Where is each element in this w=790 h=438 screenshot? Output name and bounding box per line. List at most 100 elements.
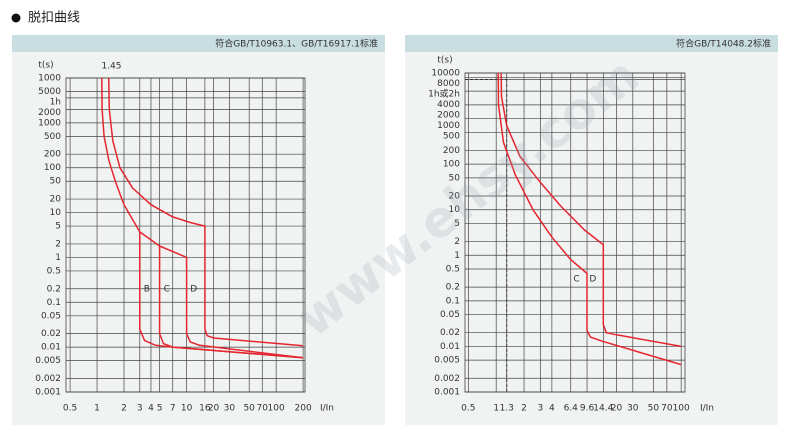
x-tick-label: 9.6 [580,404,595,414]
y-tick-label: 2 [55,239,61,249]
y-tick-label: 0.2 [446,283,460,293]
y-tick-label: 2000 [38,108,61,118]
y-axis-label: t(s) [38,61,53,71]
y-tick-label: 200 [44,150,61,160]
y-tick-label: 0.2 [47,284,61,294]
curve [107,77,304,347]
y-tick-label: 0.01 [41,343,61,353]
annotation: 1.45 [101,62,121,72]
y-tick-label: 0.002 [35,374,61,384]
x-tick-label: 50 [243,404,255,414]
x-tick-label: 30 [224,404,236,414]
y-tick-label: 10000 [431,69,460,79]
bullet [11,13,21,23]
y-tick-label: 0.02 [440,328,460,338]
y-tick-label: 5 [55,222,61,232]
curve [500,72,682,348]
x-tick-label: 50 [648,404,660,414]
y-tick-label: 1000 [38,74,61,84]
y-tick-label: 50 [50,177,62,187]
curve [497,72,682,366]
y-tick-label: 0.5 [47,266,61,276]
x-tick-label: 2 [521,404,527,414]
y-tick-label: 0.5 [446,265,460,275]
x-tick-label: 0.5 [63,404,77,414]
y-tick-label: 0.002 [434,374,460,384]
y-tick-label: 20 [449,191,461,201]
y-tick-label: 0.05 [41,311,61,321]
x-tick-label: 14.4 [593,404,613,414]
curve-label: D [190,284,197,294]
x-tick-label: 0.5 [461,404,475,414]
y-tick-label: 0.001 [434,388,460,398]
y-tick-label: 1h [50,98,61,108]
x-tick-label: 1 [94,404,100,414]
y-tick-label: 10 [50,208,62,218]
y-tick-label: 100 [44,163,61,173]
curve [101,77,141,233]
y-tick-label: 10 [449,205,461,215]
y-tick-label: 5000 [38,87,61,97]
x-tick-label: 70 [661,404,673,414]
x-tick-label: 3 [137,404,143,414]
x-axis-label: I/In [700,404,714,414]
plot-frame [464,72,686,393]
y-tick-label: 500 [44,132,61,142]
curve-label: C [573,275,579,285]
y-tick-label: 8000 [437,79,460,89]
panel-title: 符合GB/T10963.1、GB/T16917.1标准 [215,38,378,50]
y-tick-label: 200 [443,146,460,156]
y-tick-label: 2 [454,237,460,247]
y-tick-label: 20 [50,195,62,205]
curve [159,245,304,359]
y-tick-label: 1000 [38,119,61,129]
y-tick-label: 1 [454,251,460,261]
y-tick-label: 1000 [437,121,460,131]
x-tick-label: 16 [199,404,211,414]
x-tick-label: 1.3 [500,404,514,414]
y-tick-label: 0.005 [434,356,460,366]
y-tick-label: 5 [454,219,460,229]
y-tick-label: 0.1 [47,298,61,308]
curve-label: D [589,275,596,285]
y-tick-label: 50 [449,173,461,183]
y-tick-label: 0.1 [446,296,460,306]
y-tick-label: 2000 [437,111,460,121]
x-tick-label: 1 [493,404,499,414]
x-axis-label: I/In [320,404,334,414]
x-tick-label: 30 [627,404,639,414]
y-tick-label: 0.02 [41,329,61,339]
x-tick-label: 100 [268,404,285,414]
curve-label: C [164,284,170,294]
panel-title: 符合GB/T14048.2标准 [676,38,771,50]
panel-banner [405,35,778,52]
plot-frame [65,77,306,393]
y-tick-label: 0.05 [440,310,460,320]
y-tick-label: 0.01 [440,342,460,352]
x-tick-label: 4 [148,404,154,414]
panel [12,35,385,425]
y-tick-label: 500 [443,132,460,142]
x-tick-label: 3 [537,404,543,414]
curve-label: B [144,284,150,294]
x-tick-label: 10 [181,404,193,414]
y-tick-label: 1h或2h [428,88,460,100]
y-tick-label: 0.001 [35,388,61,398]
x-tick-label: 2 [121,404,127,414]
panel-banner [12,35,385,52]
y-axis-label: t(s) [437,56,452,66]
y-tick-label: 1 [55,253,61,263]
y-tick-label: 0.005 [35,356,61,366]
curve [139,231,304,359]
x-tick-label: 20 [208,404,220,414]
x-tick-label: 5 [157,404,163,414]
x-tick-label: 70 [257,404,269,414]
x-tick-label: 6.4 [564,404,579,414]
page-title: 脱扣曲线 [28,11,80,26]
x-tick-label: 20 [611,404,623,414]
x-tick-label: 4 [549,404,555,414]
x-tick-label: 100 [673,404,690,414]
x-tick-label: 7 [170,404,176,414]
y-tick-label: 4000 [437,100,460,110]
